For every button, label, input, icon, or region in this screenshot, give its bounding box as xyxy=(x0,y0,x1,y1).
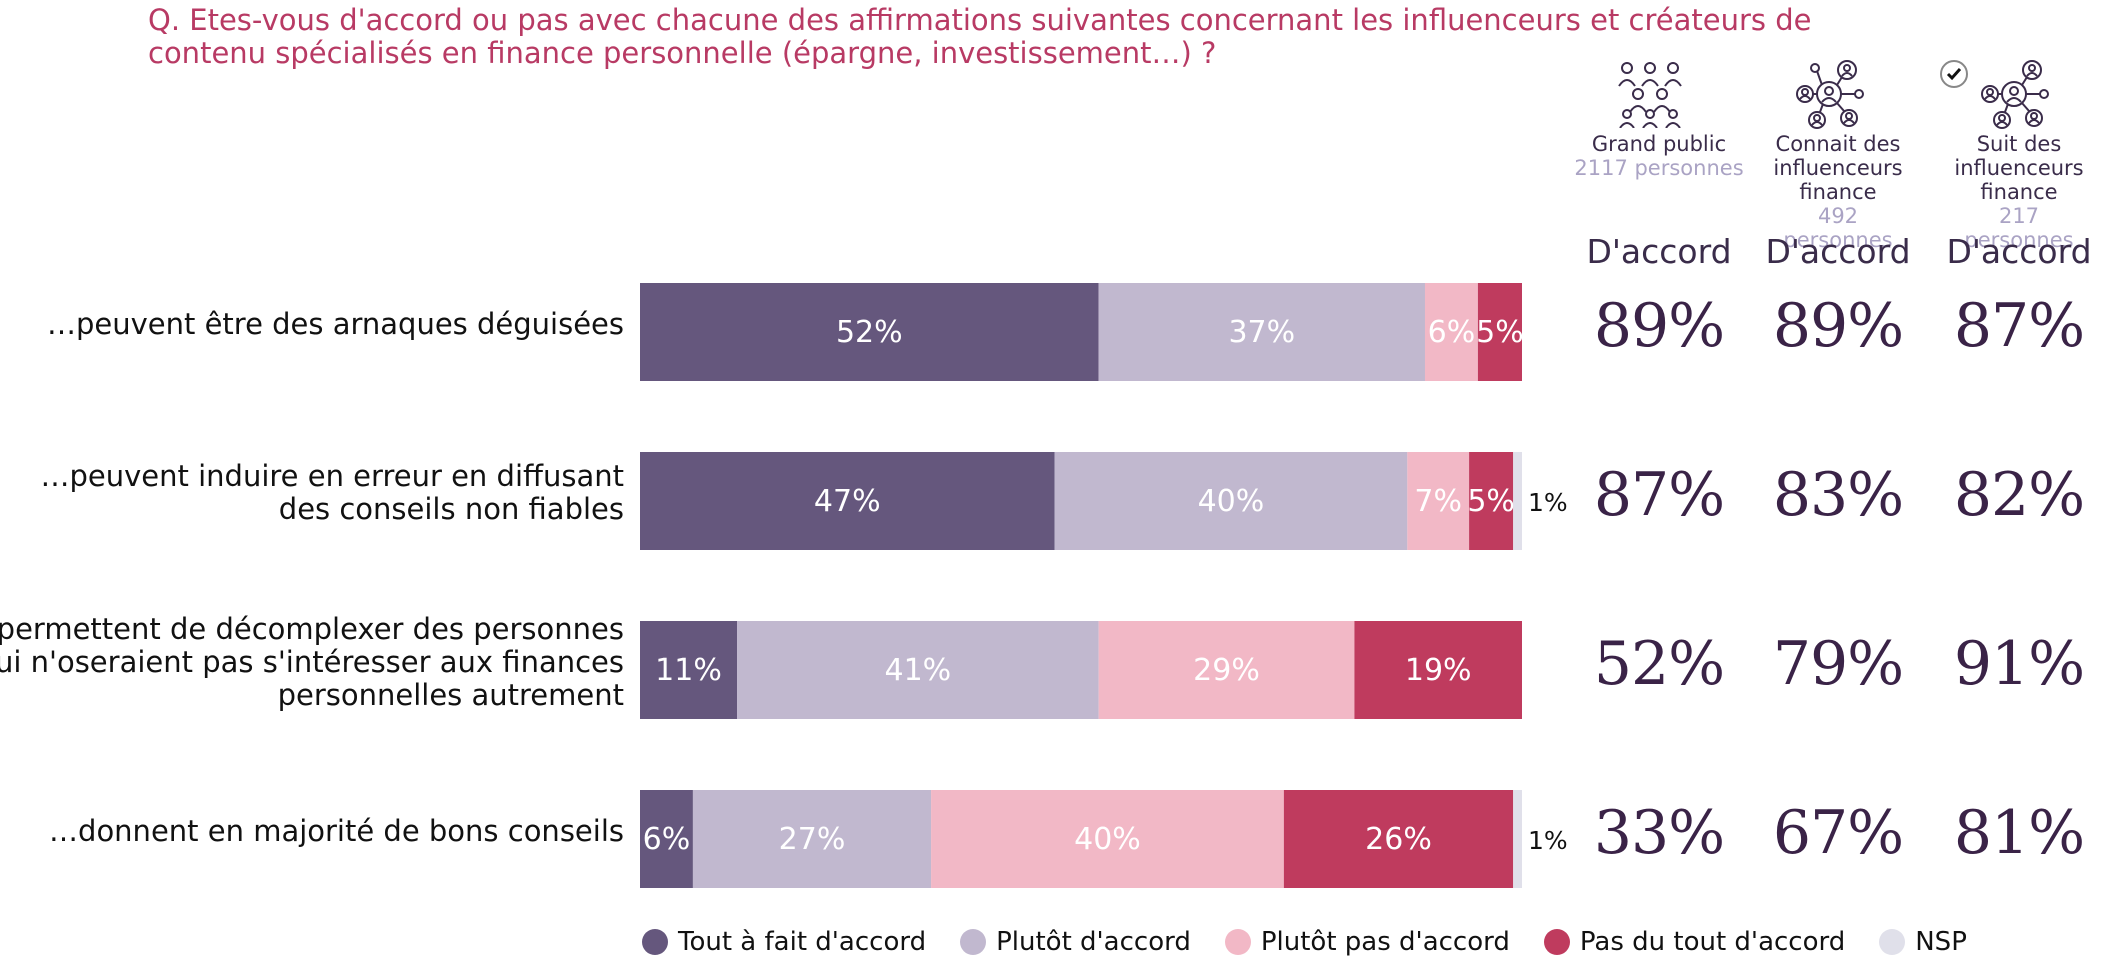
accord-total: 67% xyxy=(1772,798,1904,868)
legend-swatch xyxy=(642,929,668,955)
bar-segment xyxy=(1098,283,1425,381)
data-label: 52% xyxy=(836,315,903,350)
column-count: 2117 personnes xyxy=(1574,156,1744,180)
category-label-line: …peuvent être des arnaques déguisées xyxy=(46,306,624,341)
bar-segment xyxy=(640,621,738,719)
bar-segment xyxy=(1513,452,1522,550)
category-label-line: personnelles autrement xyxy=(277,677,624,712)
column-name: Connait des influenceurs finance xyxy=(1773,132,1903,204)
accord-total: 87% xyxy=(1593,460,1725,530)
bar-segment xyxy=(1477,283,1522,381)
category-label: …donnent en majorité de bons conseils xyxy=(49,813,624,848)
accord-total: 91% xyxy=(1953,629,2085,699)
category-label-line: …donnent en majorité de bons conseils xyxy=(49,813,624,848)
legend-label: Tout à fait d'accord xyxy=(678,927,927,957)
accord-total: 89% xyxy=(1593,291,1725,361)
bar-segment xyxy=(640,452,1055,550)
bar-segment xyxy=(1513,790,1522,888)
category-label: …permettent de décomplexer des personnes… xyxy=(0,611,624,712)
accord-total: 79% xyxy=(1772,629,1904,699)
category-label-line: …permettent de décomplexer des personnes xyxy=(0,611,624,646)
network-people-icon xyxy=(1793,58,1865,135)
data-label: 41% xyxy=(884,653,951,688)
accord-total: 81% xyxy=(1953,798,2085,868)
network-people-check-icon xyxy=(1940,58,2050,135)
bar-segment xyxy=(640,283,1099,381)
category-label-line: des conseils non fiables xyxy=(278,492,624,526)
legend-swatch xyxy=(1224,929,1251,955)
bar-segment xyxy=(1469,452,1514,550)
column-name: Grand public xyxy=(1591,132,1727,156)
question-title: Q. Etes-vous d'accord ou pas avec chacun… xyxy=(148,3,1812,70)
people-group-icon xyxy=(1615,58,1685,133)
legend-label: NSP xyxy=(1915,927,1967,957)
data-label: 6% xyxy=(1428,315,1476,350)
bar-segment xyxy=(737,621,1099,719)
data-label: 26% xyxy=(1365,822,1432,857)
data-label: 6% xyxy=(643,822,691,857)
column-metric: D'accord xyxy=(1586,232,1732,271)
accord-total: 83% xyxy=(1772,460,1904,530)
data-label: 1% xyxy=(1528,488,1568,517)
legend-swatch xyxy=(960,929,987,955)
legend-swatch xyxy=(1879,929,1906,955)
bar-segment xyxy=(1054,452,1408,550)
bar-segment xyxy=(1283,790,1514,888)
accord-total: 33% xyxy=(1593,798,1725,868)
legend-label: Pas du tout d'accord xyxy=(1579,927,1846,957)
legend-label: Plutôt pas d'accord xyxy=(1260,927,1510,957)
accord-total: 87% xyxy=(1953,291,2085,361)
column-metric: D'accord xyxy=(1765,232,1911,271)
column-name: Suit des influenceurs finance xyxy=(1954,132,2084,204)
category-label: …peuvent être des arnaques déguisées xyxy=(46,306,624,341)
legend-label: Plutôt d'accord xyxy=(996,927,1191,957)
chart-legend: Tout à fait d'accord Plutôt d'accord Plutô… xyxy=(642,922,2001,962)
accord-total: 82% xyxy=(1953,460,2085,530)
bar-segment xyxy=(931,790,1284,888)
legend-item: Pas du tout d'accord xyxy=(1543,927,1846,957)
data-label: 37% xyxy=(1228,315,1295,350)
data-label: 27% xyxy=(779,822,846,857)
data-label: 7% xyxy=(1414,484,1462,519)
data-label: 40% xyxy=(1074,822,1141,857)
data-label: 19% xyxy=(1405,653,1472,688)
legend-item: Plutôt d'accord xyxy=(960,927,1191,957)
bar-segment xyxy=(640,790,693,888)
category-label-line: …peuvent induire en erreur en diffusant xyxy=(40,459,624,493)
bar-segment xyxy=(1354,621,1522,719)
bar-segment xyxy=(1407,452,1470,550)
data-label: 1% xyxy=(1528,826,1568,855)
column-count: 492 personnes xyxy=(1783,204,1893,252)
column-header: Grand public 2117 personnes xyxy=(1564,132,1754,180)
legend-item: NSP xyxy=(1879,927,1967,957)
category-label: …peuvent induire en erreur en diffusant d… xyxy=(41,460,624,526)
category-label-line: qui n'oseraient pas s'intéresser aux fin… xyxy=(0,644,624,679)
data-label: 5% xyxy=(1467,484,1515,519)
data-label: 29% xyxy=(1193,653,1260,688)
bar-segment xyxy=(692,790,932,888)
accord-total: 52% xyxy=(1593,629,1725,699)
column-header: Connait des influenceurs finance 492 pers… xyxy=(1773,132,1903,252)
bar-segment xyxy=(1098,621,1355,719)
data-label: 11% xyxy=(655,653,722,688)
legend-item: Plutôt pas d'accord xyxy=(1224,927,1510,957)
data-label: 47% xyxy=(814,484,881,519)
legend-swatch xyxy=(1543,929,1570,955)
accord-total: 89% xyxy=(1772,291,1904,361)
column-header: Suit des influenceurs finance 217 personn… xyxy=(1954,132,2084,252)
data-label: 40% xyxy=(1198,484,1265,519)
legend-item: Tout à fait d'accord xyxy=(642,927,926,957)
column-count: 217 personnes xyxy=(1964,204,2074,252)
bar-segment xyxy=(1424,283,1478,381)
data-label: 5% xyxy=(1476,315,1524,350)
column-metric: D'accord xyxy=(1946,232,2092,271)
